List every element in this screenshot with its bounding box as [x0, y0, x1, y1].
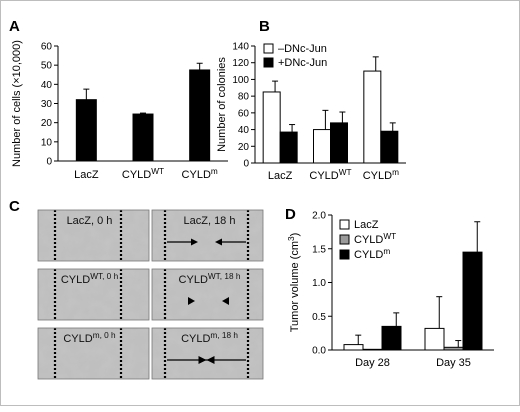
bar: [381, 325, 402, 351]
bar: [262, 91, 281, 164]
y-tick-label: 0.5: [312, 312, 326, 323]
y-tick-label: 40: [41, 80, 53, 91]
arrow-head: [206, 356, 215, 364]
bar: [363, 70, 382, 164]
y-tick-label: 20: [238, 142, 250, 153]
x-category-label: Day 35: [436, 357, 471, 369]
y-tick-label: 40: [238, 125, 250, 136]
micrograph-texture: [38, 269, 149, 320]
y-tick-label: 30: [41, 99, 53, 110]
x-category-label: Day 28: [355, 357, 390, 369]
legend-label: +DNc-Jun: [278, 57, 327, 69]
arrow-head: [188, 297, 195, 305]
panel-letter-a: A: [9, 18, 20, 35]
chart-a: 0 10 20 30 40 50 60 Number of cells (×10,000) La…: [11, 40, 228, 181]
y-tick-label: 60: [41, 42, 53, 53]
bar: [132, 113, 154, 162]
panel-letter-d: D: [285, 206, 296, 223]
y-tick-label: 50: [41, 61, 53, 72]
arrow-head: [215, 238, 222, 246]
y-axis-label: Tumor volume (cm3): [287, 233, 302, 333]
legend-label: CYLDWT: [354, 232, 396, 247]
bar: [362, 348, 383, 351]
x-category-label: LacZ: [268, 170, 293, 182]
panel-letter-b: B: [259, 18, 270, 35]
legend-swatch: [263, 43, 274, 54]
bar: [330, 122, 348, 164]
micrograph-texture: [152, 210, 263, 261]
bar: [424, 327, 445, 351]
bar: [189, 69, 211, 162]
y-tick-label: 1.0: [312, 278, 326, 289]
micrograph-border: [151, 268, 264, 321]
micrograph-tile: CYLDm, 0 h: [37, 327, 150, 380]
legend-swatch: [339, 249, 350, 260]
legend-label: CYLDm: [354, 247, 390, 262]
chart-d: 0.0 0.5 1.0 1.5 2.0 Tumor volume (cm3) Day 28 D…: [287, 211, 494, 369]
x-category-label: CYLDm: [363, 168, 399, 183]
y-tick-label: 140: [232, 42, 249, 53]
arrow-head: [191, 238, 198, 246]
micrograph-texture: [38, 328, 149, 379]
y-tick-label: 60: [238, 108, 250, 119]
x-category-label: LacZ: [74, 169, 99, 181]
y-tick-label: 0: [243, 159, 249, 170]
panel-letter-c: C: [9, 198, 20, 215]
y-tick-label: 10: [41, 137, 53, 148]
y-tick-label: 100: [232, 75, 249, 86]
x-category-label: CYLDWT: [122, 167, 164, 182]
micrograph-texture: [152, 269, 263, 320]
x-category-label: CYLDm: [182, 167, 218, 182]
micrograph-border: [151, 327, 264, 380]
bar: [343, 344, 364, 351]
y-tick-label: 0.0: [312, 346, 326, 357]
micrograph-label: CYLDm, 18 h: [181, 331, 238, 346]
arrow-head: [222, 297, 229, 305]
bar: [443, 346, 464, 351]
y-tick-label: 1.5: [312, 244, 326, 255]
micrograph-texture: [38, 210, 149, 261]
arrow-head: [198, 356, 207, 364]
micrograph-label: CYLDWT, 0 h: [61, 272, 119, 287]
micrograph-tile: CYLDm, 18 h: [151, 327, 264, 380]
micrograph-tile: LacZ, 18 h: [151, 209, 264, 262]
legend-swatch: [339, 219, 350, 230]
y-axis-label: Number of colonies: [216, 57, 228, 152]
micrograph-label: CYLDWT, 18 h: [179, 272, 241, 287]
legend-label: LacZ: [354, 219, 379, 231]
micrograph-label: CYLDm, 0 h: [63, 331, 116, 346]
micrograph-texture: [152, 328, 263, 379]
micrograph-label: LacZ, 0 h: [67, 215, 113, 227]
chart-b: 0 20 40 60 80 100 120 140 Number of colonies LacZ…: [216, 42, 406, 183]
x-category-label: CYLDWT: [309, 168, 351, 183]
micrograph-tile: LacZ, 0 h: [37, 209, 150, 262]
micrograph-border: [151, 209, 264, 262]
y-tick-label: 0: [46, 157, 52, 168]
bar: [380, 130, 399, 164]
bar: [279, 131, 298, 164]
micrograph-border: [37, 209, 150, 262]
legend-label: –DNc-Jun: [278, 43, 327, 55]
micrograph-tile: CYLDWT, 18 h: [151, 268, 264, 321]
micrograph-tile: CYLDWT, 0 h: [37, 268, 150, 321]
micrograph-label: LacZ, 18 h: [184, 215, 236, 227]
micrograph-border: [37, 327, 150, 380]
bar: [313, 129, 331, 164]
micrograph-border: [37, 268, 150, 321]
bar: [462, 251, 483, 351]
y-axis-label: Number of cells (×10,000): [11, 40, 23, 167]
y-tick-label: 2.0: [312, 211, 326, 222]
y-tick-label: 120: [232, 58, 249, 69]
legend-swatch: [339, 234, 350, 245]
bar: [75, 99, 97, 162]
y-tick-label: 20: [41, 118, 53, 129]
y-tick-label: 80: [238, 92, 250, 103]
legend-swatch: [263, 57, 274, 68]
